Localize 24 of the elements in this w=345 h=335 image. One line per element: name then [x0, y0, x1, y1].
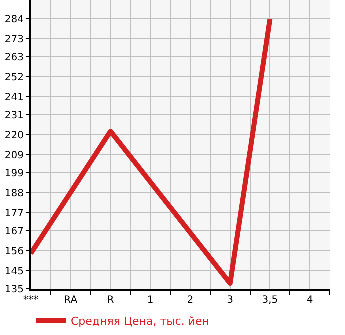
y-tick-label: 231: [4, 110, 24, 122]
x-tick-label: ***: [24, 295, 38, 306]
x-tick-label: 3: [227, 295, 234, 306]
y-tick-label: 188: [4, 188, 24, 200]
x-tick-label: 1: [147, 295, 154, 306]
x-tick-label: RA: [64, 295, 78, 306]
y-tick-label: 252: [4, 72, 24, 84]
x-tick-label: R: [107, 295, 114, 306]
y-tick-label: 156: [4, 246, 24, 258]
legend-label: Средняя Цена, тыс. йен: [71, 314, 210, 328]
y-tick-label: 199: [4, 168, 24, 180]
y-tick-label: 209: [4, 150, 24, 162]
y-tick-label: 177: [4, 208, 24, 220]
x-tick-label: 3,5: [262, 295, 278, 306]
y-tick-label: 241: [4, 92, 24, 104]
y-tick-label: 263: [4, 52, 24, 64]
y-tick-label: 145: [4, 266, 24, 278]
x-tick-label: 2: [187, 295, 194, 306]
y-tick-label: 284: [4, 14, 24, 26]
y-tick-label: 135: [4, 284, 24, 296]
x-tick-label: 4: [306, 295, 314, 306]
y-tick-label: 273: [4, 34, 24, 46]
y-tick-label: 220: [4, 130, 24, 142]
y-tick-label: 167: [4, 226, 24, 238]
